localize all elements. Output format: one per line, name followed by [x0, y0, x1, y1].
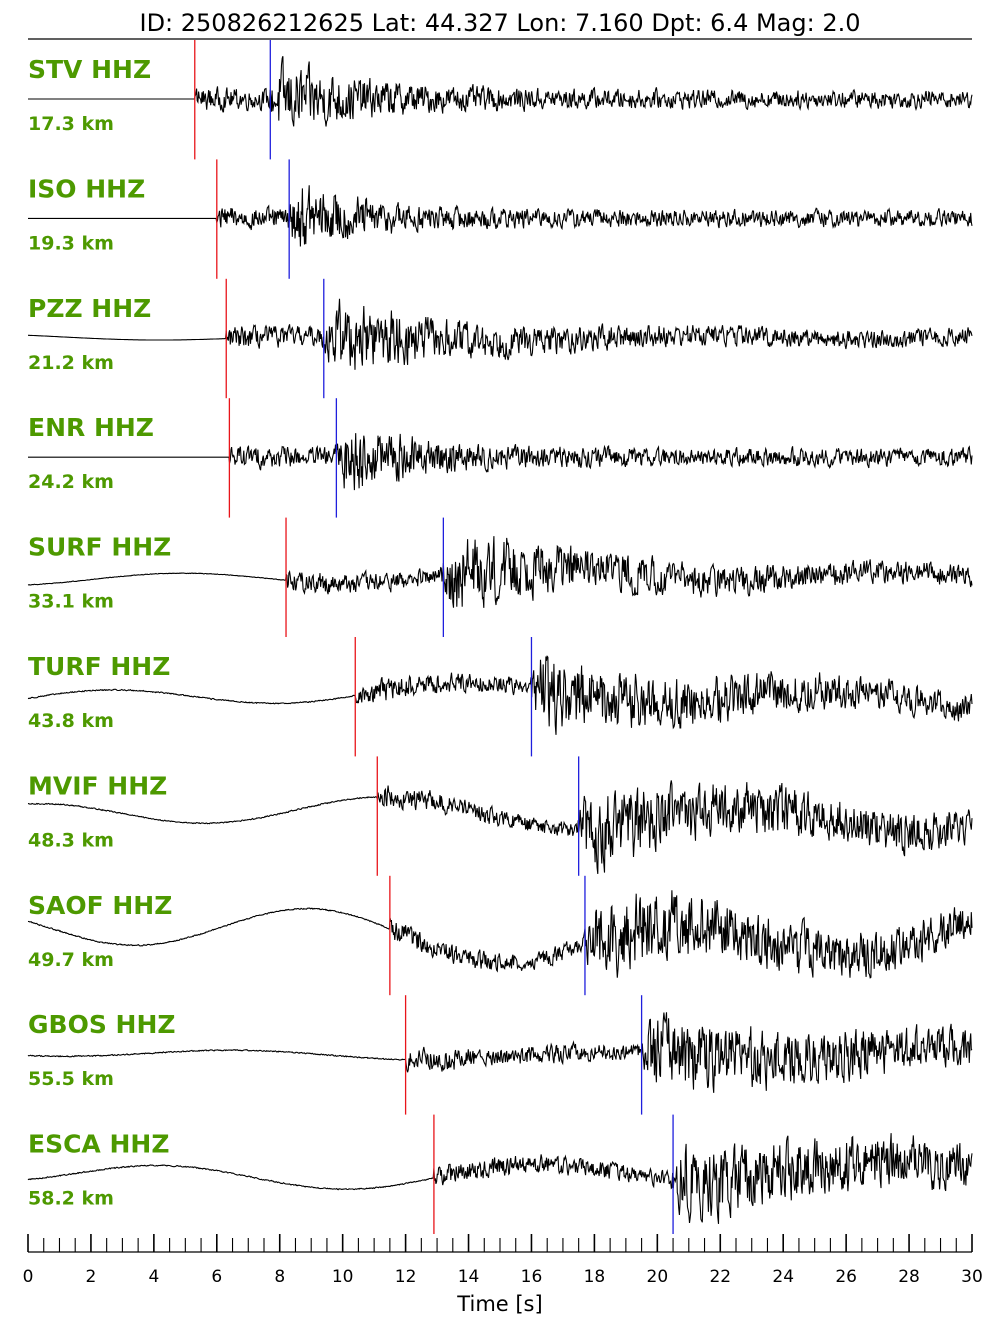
distance-label: 33.1 km: [28, 591, 114, 613]
trace-row: ESCA HHZ 58.2 km: [27, 1114, 973, 1234]
x-tick-label: 28: [898, 1267, 920, 1287]
distance-label: 58.2 km: [28, 1188, 114, 1210]
distance-label: 17.3 km: [28, 113, 114, 135]
station-label: SAOF HHZ: [28, 891, 172, 920]
waveform: [27, 655, 973, 735]
trace-row: TURF HHZ 43.8 km: [27, 637, 973, 757]
distance-label: 48.3 km: [28, 829, 114, 851]
distance-label: 19.3 km: [28, 232, 114, 254]
waveform: [28, 298, 973, 370]
trace-row: MVIF HHZ 48.3 km: [27, 756, 973, 876]
waveform: [27, 536, 973, 608]
trace-row: ENR HHZ 24.2 km: [28, 398, 973, 518]
x-tick-label: 16: [521, 1267, 543, 1287]
trace-row: STV HHZ 17.3 km: [28, 40, 973, 160]
trace-row: PZZ HHZ 21.2 km: [28, 278, 973, 399]
x-tick-label: 22: [709, 1267, 731, 1287]
station-label: TURF HHZ: [28, 652, 170, 681]
trace-row: GBOS HHZ 55.5 km: [27, 995, 973, 1115]
trace-row: ISO HHZ 19.3 km: [28, 159, 973, 279]
station-label: STV HHZ: [28, 55, 151, 84]
x-tick-label: 14: [458, 1267, 480, 1287]
x-tick-label: 20: [647, 1267, 669, 1287]
waveform: [28, 185, 973, 247]
distance-label: 43.8 km: [28, 710, 114, 732]
trace-row: SURF HHZ 33.1 km: [27, 517, 973, 637]
chart-title: ID: 250826212625 Lat: 44.327 Lon: 7.160 …: [139, 9, 860, 37]
trace-row: SAOF HHZ 49.7 km: [27, 875, 973, 996]
distance-label: 55.5 km: [28, 1068, 114, 1090]
x-tick-label: 8: [274, 1267, 285, 1287]
x-axis: 0 2 4 6 8 10 12 14 16 18 20 22 24 26 28 30: [23, 1234, 983, 1287]
waveform: [27, 780, 973, 874]
x-tick-label: 2: [86, 1267, 97, 1287]
station-label: SURF HHZ: [28, 533, 171, 562]
x-tick-label: 4: [148, 1267, 159, 1287]
waveform: [27, 1133, 973, 1224]
x-tick-label: 18: [584, 1267, 606, 1287]
x-tick-label: 26: [835, 1267, 857, 1287]
waveform: [27, 1012, 973, 1093]
station-label: GBOS HHZ: [28, 1010, 176, 1039]
x-tick-label: 0: [23, 1267, 34, 1287]
station-label: MVIF HHZ: [28, 771, 167, 800]
x-tick-label: 6: [211, 1267, 222, 1287]
traces-group: STV HHZ 17.3 km ISO HHZ 19.3 km PZZ HHZ 21.2 …: [27, 40, 973, 1234]
distance-label: 49.7 km: [28, 949, 114, 971]
station-label: ENR HHZ: [28, 413, 154, 442]
x-axis-label: Time [s]: [456, 1292, 542, 1316]
x-tick-label: 10: [332, 1267, 354, 1287]
x-tick-label: 30: [961, 1267, 983, 1287]
station-label: PZZ HHZ: [28, 294, 151, 323]
x-tick-label: 12: [395, 1267, 417, 1287]
x-tick-label: 24: [772, 1267, 794, 1287]
waveform: [28, 433, 973, 491]
distance-label: 24.2 km: [28, 471, 114, 493]
station-label: ESCA HHZ: [28, 1130, 169, 1159]
station-label: ISO HHZ: [28, 174, 145, 203]
distance-label: 21.2 km: [28, 352, 114, 374]
waveform: [28, 56, 973, 127]
waveform: [27, 890, 973, 979]
